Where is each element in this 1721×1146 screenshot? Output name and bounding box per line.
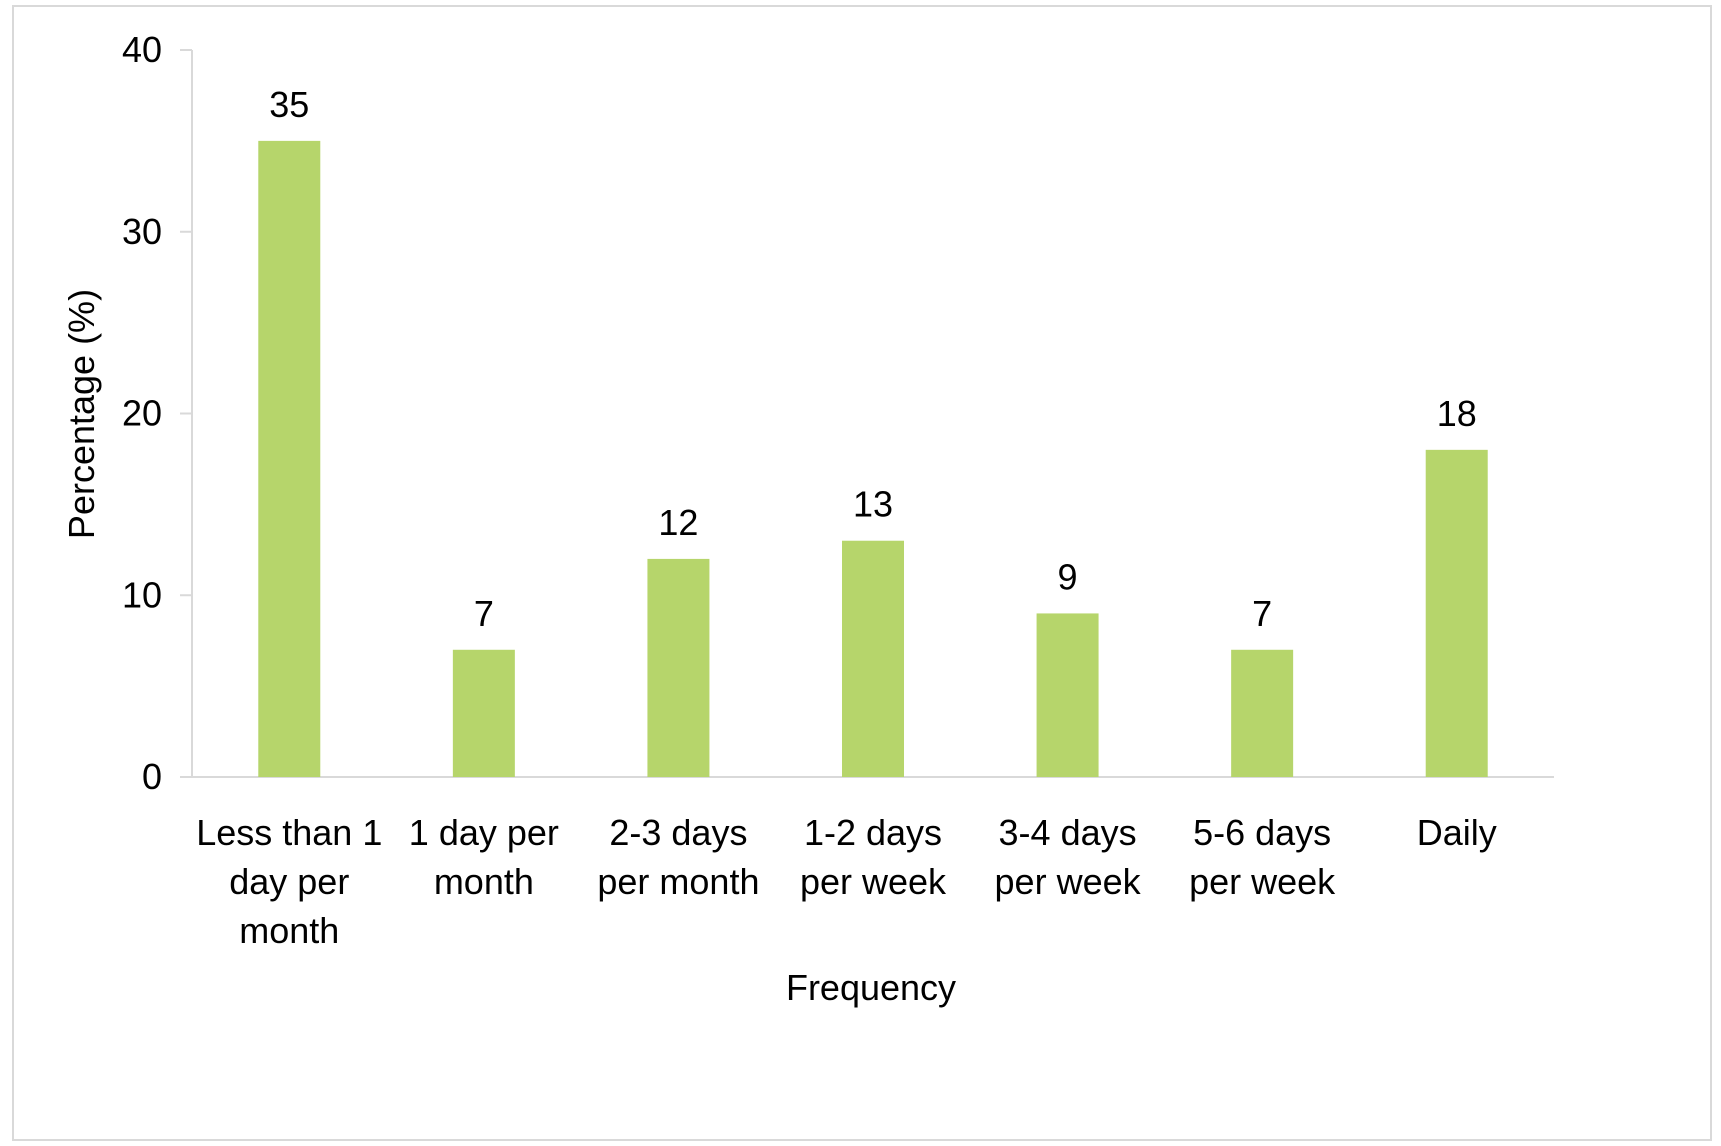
category-label: Less than 1 day per month: [196, 812, 382, 951]
bar: [452, 649, 515, 777]
data-label: 7: [1252, 593, 1272, 634]
category-label: 3-4 days per week: [995, 812, 1142, 902]
category-label-line: per week: [800, 861, 947, 902]
category-label: 1 day per month: [409, 812, 559, 902]
category-label-line: Daily: [1417, 812, 1497, 853]
category-label-line: Less than 1: [196, 812, 382, 853]
bar: [1036, 613, 1099, 777]
category-label-line: per week: [1189, 861, 1336, 902]
data-label: 13: [853, 484, 893, 525]
y-axis-title: Percentage (%): [61, 289, 102, 539]
category-label-line: month: [434, 861, 534, 902]
category-label: 1-2 days per week: [800, 812, 947, 902]
category-label-line: 1-2 days: [804, 812, 942, 853]
data-label: 12: [658, 502, 698, 543]
data-label: 35: [269, 84, 309, 125]
chart-frame: 0 10 20 30 40 35 7 12 13 9 7 18 Less than 1 day per…: [12, 5, 1712, 1141]
bar: [647, 558, 710, 777]
category-labels: Less than 1 day per month 1 day per month 2-3…: [196, 812, 1497, 951]
category-label: 2-3 days per month: [597, 812, 759, 902]
y-axis: 0 10 20 30 40: [122, 29, 193, 797]
y-tick-label: 20: [122, 393, 162, 434]
bar: [842, 540, 904, 777]
y-tick-label: 30: [122, 211, 162, 252]
bar: [1231, 649, 1294, 777]
category-label-line: per month: [597, 861, 759, 902]
bar: [258, 140, 321, 777]
category-label-line: per week: [995, 861, 1142, 902]
category-label-line: 2-3 days: [609, 812, 747, 853]
category-label-line: 5-6 days: [1193, 812, 1331, 853]
y-tick-label: 0: [142, 756, 162, 797]
data-label: 7: [474, 593, 494, 634]
data-label: 9: [1058, 556, 1078, 597]
category-label-line: 1 day per: [409, 812, 559, 853]
category-label-line: 3-4 days: [999, 812, 1137, 853]
category-label-line: day per: [229, 861, 349, 902]
data-label: 18: [1437, 393, 1477, 434]
category-label: 5-6 days per week: [1189, 812, 1336, 902]
x-axis-title: Frequency: [786, 967, 956, 1008]
data-labels: 35 7 12 13 9 7 18: [269, 84, 1476, 634]
y-tick-label: 40: [122, 29, 162, 70]
category-label: Daily: [1417, 812, 1497, 853]
category-label-line: month: [239, 910, 339, 951]
bar: [1425, 449, 1488, 777]
y-tick-label: 10: [122, 574, 162, 615]
bar-chart: 0 10 20 30 40 35 7 12 13 9 7 18 Less than 1 day per…: [61, 29, 1554, 1008]
bars: [258, 140, 1488, 777]
